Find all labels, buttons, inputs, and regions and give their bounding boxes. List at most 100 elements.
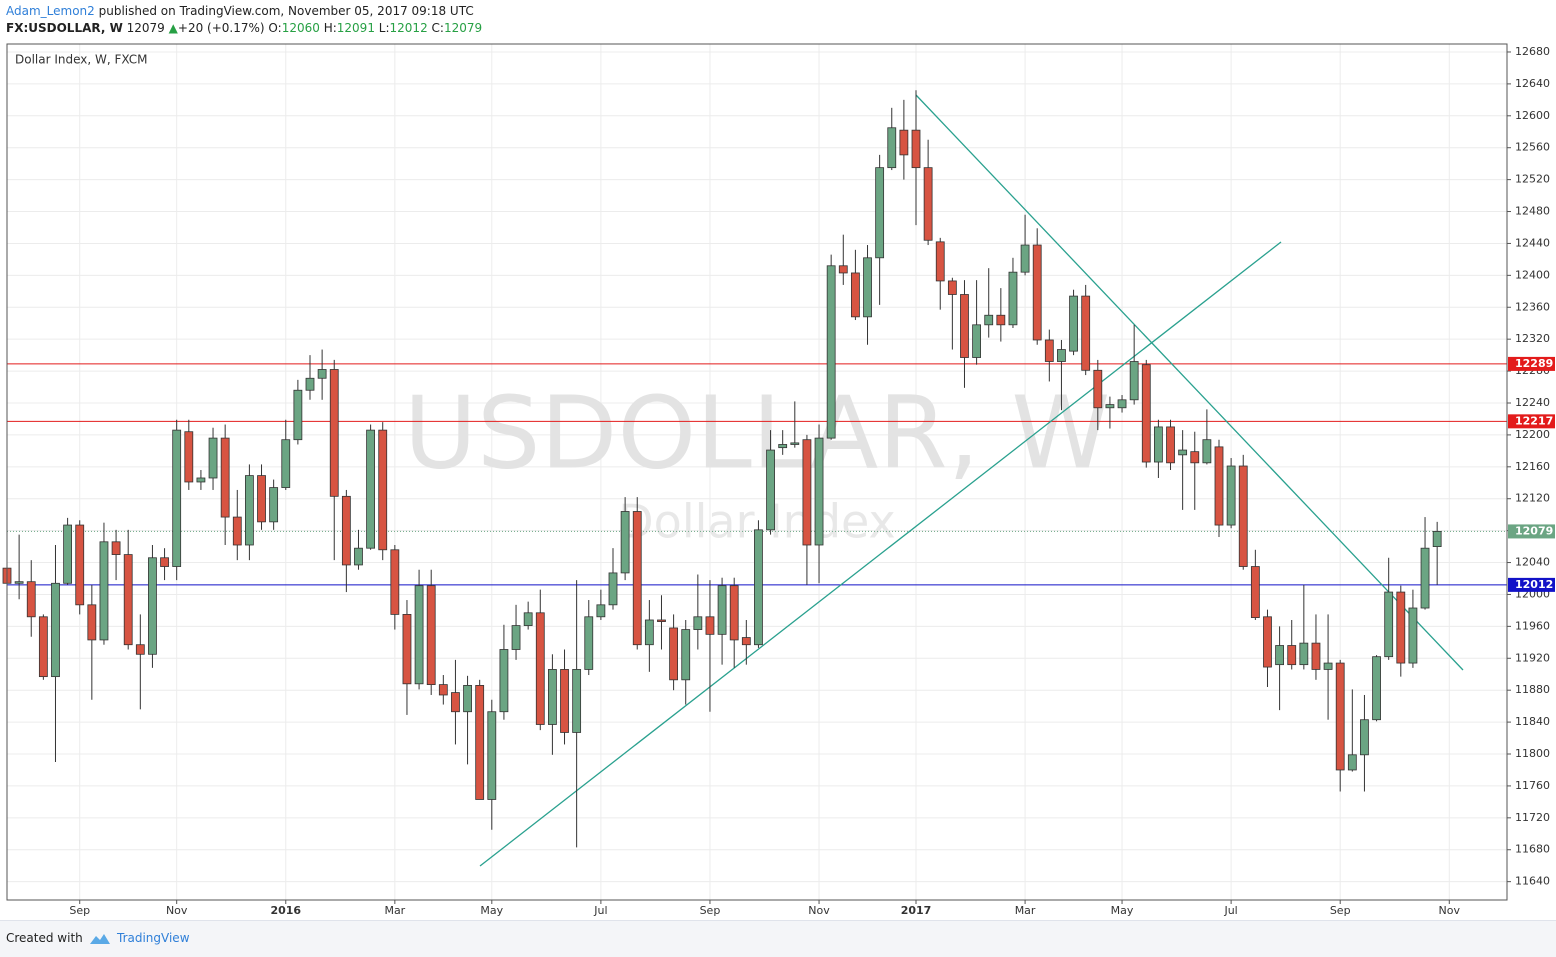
candle-body — [754, 529, 763, 646]
candle-body — [632, 511, 642, 646]
candle-body — [1166, 426, 1175, 464]
y-tick-label: 11840 — [1515, 715, 1550, 728]
candle-body — [511, 625, 521, 650]
candle-body — [972, 324, 981, 358]
candle-body — [717, 585, 727, 635]
candle-body — [390, 549, 400, 615]
high-value: 12091 — [336, 21, 375, 35]
x-tick-label: 2017 — [901, 904, 932, 917]
candle-body — [851, 272, 860, 318]
y-tick-label: 11680 — [1515, 843, 1550, 856]
candle-body — [1105, 404, 1115, 409]
y-tick-label: 11720 — [1515, 811, 1550, 824]
high-label: H: — [323, 21, 337, 35]
candle-body — [1360, 719, 1369, 756]
y-tick-label: 11800 — [1515, 747, 1550, 760]
x-tick-label: Nov — [166, 904, 188, 917]
candle-body — [669, 627, 678, 681]
candle-body — [802, 439, 812, 546]
candle-body — [523, 612, 533, 626]
candle-body — [1335, 662, 1345, 771]
candle-body — [148, 557, 157, 655]
candle-body — [1226, 465, 1236, 526]
candles — [2, 90, 1442, 848]
candle-body — [911, 129, 921, 169]
last-price: 12079 — [126, 21, 165, 35]
candle-body — [354, 547, 363, 566]
x-tick-label: 2016 — [270, 904, 301, 917]
candle-body — [608, 572, 618, 606]
candle-body — [184, 431, 194, 483]
x-tick-label: Sep — [700, 904, 721, 917]
candle-body — [984, 314, 994, 326]
y-tick-label: 12040 — [1515, 556, 1550, 569]
candle-body — [438, 684, 448, 696]
candle-body — [863, 257, 872, 318]
candle-body — [1008, 271, 1018, 326]
y-tick-label: 12400 — [1515, 268, 1550, 281]
candle-body — [366, 429, 376, 549]
axes: 11640 11680 11720 11760 11800 11840 11880 11920… — [69, 45, 1555, 917]
candle-body — [26, 581, 36, 618]
y-tick-label: 11640 — [1515, 875, 1550, 888]
x-tick-label: Sep — [69, 904, 90, 917]
chart-title: Dollar Index, W, FXCM — [15, 53, 148, 67]
candle-body — [99, 541, 109, 641]
brand-link[interactable]: TradingView — [117, 931, 190, 945]
candle-body — [257, 475, 266, 523]
y-tick-label: 12240 — [1515, 396, 1550, 409]
candle-body — [1275, 645, 1284, 666]
y-tick-label: 12160 — [1515, 460, 1550, 473]
price-label-box — [1508, 356, 1555, 371]
candle-body — [1190, 451, 1200, 464]
y-tick-label: 11760 — [1515, 779, 1550, 792]
trend-line — [915, 94, 1464, 671]
symbol: FX:USDOLLAR, W — [6, 21, 123, 35]
candle-body — [329, 369, 339, 497]
brand-logo — [90, 934, 110, 944]
candle-body — [1420, 547, 1430, 609]
trend-line — [479, 241, 1282, 867]
author-link[interactable]: Adam_Lemon2 — [6, 4, 95, 18]
candle-body — [1396, 591, 1406, 664]
candle-body — [657, 619, 666, 622]
y-tick-label: 12200 — [1515, 428, 1550, 441]
candle-body — [1117, 399, 1127, 409]
y-tick-label: 11880 — [1515, 683, 1550, 696]
candle-body — [305, 377, 315, 391]
candle-body — [414, 585, 424, 685]
candle-body — [1238, 465, 1248, 567]
y-tick-label: 12440 — [1515, 236, 1550, 249]
candle-body — [208, 437, 218, 479]
y-tick-label: 12680 — [1515, 45, 1550, 58]
candle-body — [1141, 364, 1151, 463]
low-value: 12012 — [389, 21, 428, 35]
y-tick-label: 12120 — [1515, 492, 1550, 505]
candle-body — [1069, 295, 1078, 352]
candle-body — [426, 585, 436, 686]
candle-body — [1178, 449, 1188, 456]
candle-body — [475, 685, 485, 800]
change: +20 (+0.17%) — [177, 21, 265, 35]
candle-body — [402, 614, 412, 685]
candle-body — [1287, 645, 1297, 666]
candle-body — [1057, 349, 1066, 362]
candle-body — [14, 581, 24, 584]
candle-body — [63, 524, 72, 584]
candle-body — [681, 629, 691, 681]
candle-body — [499, 649, 509, 713]
y-tick-label: 12560 — [1515, 141, 1550, 154]
candle-body — [1214, 446, 1224, 526]
candle-body — [1432, 531, 1442, 547]
x-tick-label: May — [1111, 904, 1134, 917]
open-value: 12060 — [281, 21, 320, 35]
candle-body — [766, 449, 775, 531]
candle-body — [1044, 339, 1054, 362]
candle-body — [1384, 591, 1394, 658]
candle-body — [1093, 369, 1103, 409]
candle-body — [572, 669, 582, 733]
candle-body — [923, 167, 933, 241]
price-label: 12012 — [1515, 578, 1553, 591]
candle-body — [220, 437, 230, 518]
candle-body — [1408, 607, 1418, 664]
